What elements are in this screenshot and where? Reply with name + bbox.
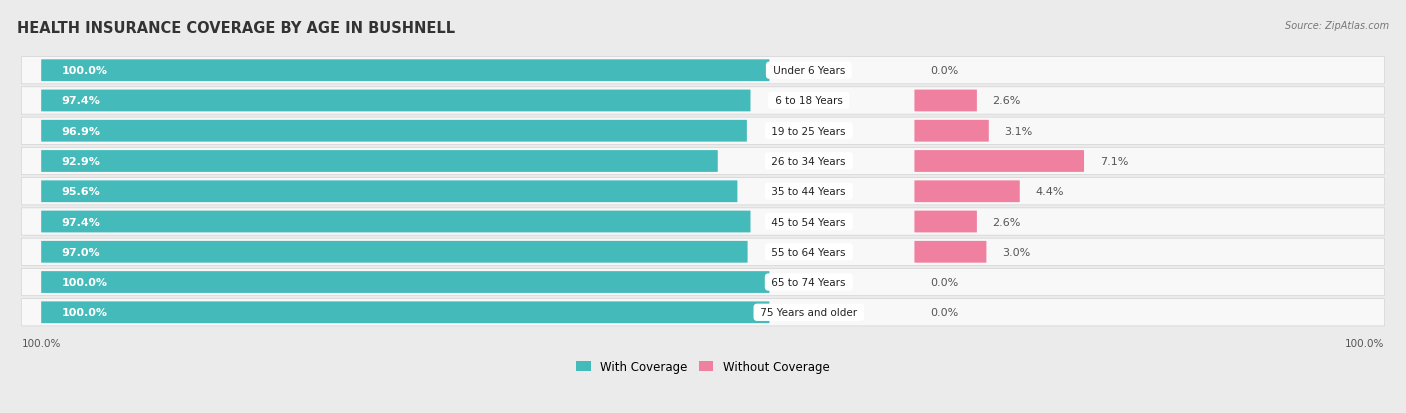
Text: 100.0%: 100.0%: [1346, 338, 1385, 348]
Text: 2.6%: 2.6%: [993, 217, 1021, 227]
Text: 6 to 18 Years: 6 to 18 Years: [772, 96, 846, 106]
Text: 95.6%: 95.6%: [62, 187, 100, 197]
FancyBboxPatch shape: [41, 90, 751, 112]
Text: 92.9%: 92.9%: [62, 157, 100, 166]
FancyBboxPatch shape: [21, 148, 1385, 175]
FancyBboxPatch shape: [41, 301, 769, 323]
FancyBboxPatch shape: [21, 88, 1385, 115]
Text: 35 to 44 Years: 35 to 44 Years: [769, 187, 849, 197]
Text: 100.0%: 100.0%: [62, 66, 107, 76]
Text: 100.0%: 100.0%: [62, 278, 107, 287]
Text: 97.0%: 97.0%: [62, 247, 100, 257]
FancyBboxPatch shape: [21, 299, 1385, 326]
FancyBboxPatch shape: [914, 211, 977, 233]
Text: 97.4%: 97.4%: [62, 217, 100, 227]
Text: 19 to 25 Years: 19 to 25 Years: [769, 126, 849, 136]
Text: 0.0%: 0.0%: [931, 308, 959, 318]
Legend: With Coverage, Without Coverage: With Coverage, Without Coverage: [572, 356, 834, 378]
Text: 2.6%: 2.6%: [993, 96, 1021, 106]
Text: 55 to 64 Years: 55 to 64 Years: [769, 247, 849, 257]
FancyBboxPatch shape: [914, 241, 987, 263]
Text: 96.9%: 96.9%: [62, 126, 100, 136]
FancyBboxPatch shape: [41, 211, 751, 233]
Text: 97.4%: 97.4%: [62, 96, 100, 106]
FancyBboxPatch shape: [41, 241, 748, 263]
FancyBboxPatch shape: [914, 121, 988, 142]
Text: HEALTH INSURANCE COVERAGE BY AGE IN BUSHNELL: HEALTH INSURANCE COVERAGE BY AGE IN BUSH…: [17, 21, 456, 36]
FancyBboxPatch shape: [21, 209, 1385, 235]
Text: 4.4%: 4.4%: [1035, 187, 1064, 197]
FancyBboxPatch shape: [21, 118, 1385, 145]
Text: 45 to 54 Years: 45 to 54 Years: [769, 217, 849, 227]
FancyBboxPatch shape: [21, 239, 1385, 266]
Text: 0.0%: 0.0%: [931, 66, 959, 76]
FancyBboxPatch shape: [21, 178, 1385, 205]
FancyBboxPatch shape: [41, 271, 769, 293]
FancyBboxPatch shape: [21, 57, 1385, 85]
Text: 65 to 74 Years: 65 to 74 Years: [769, 278, 849, 287]
Text: 7.1%: 7.1%: [1099, 157, 1128, 166]
FancyBboxPatch shape: [914, 90, 977, 112]
FancyBboxPatch shape: [41, 121, 747, 142]
FancyBboxPatch shape: [41, 60, 769, 82]
Text: 100.0%: 100.0%: [21, 338, 60, 348]
Text: 0.0%: 0.0%: [931, 278, 959, 287]
Text: 3.1%: 3.1%: [1004, 126, 1032, 136]
Text: 75 Years and older: 75 Years and older: [758, 308, 860, 318]
FancyBboxPatch shape: [914, 151, 1084, 173]
FancyBboxPatch shape: [21, 269, 1385, 296]
Text: Source: ZipAtlas.com: Source: ZipAtlas.com: [1285, 21, 1389, 31]
Text: 3.0%: 3.0%: [1002, 247, 1031, 257]
Text: 26 to 34 Years: 26 to 34 Years: [769, 157, 849, 166]
Text: Under 6 Years: Under 6 Years: [769, 66, 848, 76]
FancyBboxPatch shape: [914, 181, 1019, 203]
Text: 100.0%: 100.0%: [62, 308, 107, 318]
FancyBboxPatch shape: [41, 151, 717, 173]
FancyBboxPatch shape: [41, 181, 737, 203]
